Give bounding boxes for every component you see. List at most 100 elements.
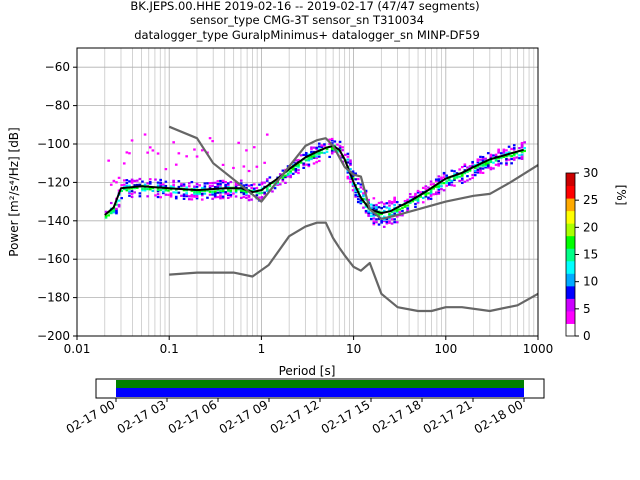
heatmap-cell: [128, 184, 131, 187]
heatmap-cell: [250, 198, 253, 201]
heatmap-cell: [375, 203, 378, 207]
heatmap-cell: [122, 183, 126, 186]
heatmap-cell: [359, 183, 363, 186]
heatmap-cell: [460, 174, 464, 177]
mean-psd-line: [104, 144, 524, 216]
heatmap-cell: [229, 180, 233, 184]
heatmap-cell: [411, 195, 415, 199]
heatmap-cell: [481, 155, 485, 159]
heatmap-cell: [310, 146, 313, 149]
heatmap-cell: [195, 185, 199, 188]
heatmap-cell: [354, 188, 357, 191]
x-axis-label: Period [s]: [279, 364, 336, 378]
heatmap-cell: [382, 202, 386, 205]
heatmap-cell: [333, 140, 337, 143]
heatmap-cell: [440, 185, 443, 188]
heatmap-cell: [434, 191, 438, 194]
heatmap-cell: [356, 200, 360, 204]
heatmap-cell: [307, 157, 311, 160]
heatmap-cell: [512, 154, 516, 157]
heatmap-cell: [315, 152, 318, 155]
heatmap-cell: [372, 204, 376, 207]
heatmap-cell: [346, 152, 350, 155]
heatmap-cell: [395, 201, 399, 204]
heatmap-cell: [151, 186, 155, 190]
heatmap-cell: [281, 178, 285, 181]
heatmap-cell: [481, 163, 485, 166]
heatmap-cell: [372, 221, 376, 224]
heatmap-cell: [115, 209, 118, 212]
heatmap-cell: [486, 162, 490, 165]
heatmap-cell: [458, 168, 461, 171]
heatmap-cell: [255, 191, 259, 194]
heatmap-cell: [437, 179, 441, 182]
colorbar-segment: [566, 210, 575, 224]
heatmap-cell: [198, 191, 201, 194]
heatmap-cell: [213, 190, 217, 193]
heatmap-cell: [151, 149, 155, 152]
heatmap-cell: [174, 195, 178, 198]
heatmap-cell: [408, 193, 412, 196]
heatmap-cell: [507, 154, 511, 157]
heatmap-cell: [362, 197, 365, 201]
heatmap-cell: [492, 161, 495, 164]
heatmap-cell: [216, 180, 220, 183]
heatmap-cell: [219, 179, 222, 183]
heatmap-cell: [198, 192, 201, 196]
heatmap-cell: [442, 176, 446, 179]
heatmap-cell: [177, 152, 181, 155]
heatmap-cell: [216, 191, 220, 194]
heatmap-cell: [330, 150, 334, 154]
heatmap-cell: [263, 161, 266, 164]
heatmap-cell: [471, 173, 474, 177]
heatmap-cell: [401, 207, 404, 210]
heatmap-cell: [440, 176, 443, 179]
heatmap-cell: [507, 145, 511, 148]
heatmap-cell: [206, 189, 209, 192]
heatmap-cell: [346, 158, 350, 161]
heatmap-cell: [338, 145, 342, 148]
heatmap-cell: [315, 146, 318, 149]
heatmap-cell: [388, 207, 391, 210]
heatmap-cell: [460, 178, 464, 182]
heatmap-cell: [143, 186, 147, 189]
x-tick-label: 0.1: [160, 342, 179, 356]
colorbar-label: [%]: [614, 185, 628, 206]
timeline-band-bottom: [116, 388, 524, 397]
heatmap-cell: [130, 139, 134, 142]
heatmap-cell: [169, 195, 173, 198]
heatmap-cell: [208, 186, 212, 189]
heatmap-cell: [245, 191, 248, 194]
heatmap-cell: [440, 177, 443, 181]
heatmap-cell: [208, 193, 212, 196]
heatmap-cell: [200, 149, 204, 152]
heatmap-cell: [250, 184, 253, 187]
heatmap-cell: [375, 205, 378, 208]
heatmap-cell: [351, 170, 355, 173]
heatmap-cell: [486, 163, 490, 166]
heatmap-cell: [463, 172, 467, 175]
colorbar-tick-label: 5: [583, 302, 591, 316]
heatmap-cell: [388, 213, 391, 216]
heatmap-cell: [429, 180, 433, 183]
heatmap-cell: [424, 192, 428, 195]
heatmap-cell: [304, 153, 308, 156]
heatmap-cell: [180, 194, 183, 197]
heatmap-cell: [200, 189, 204, 193]
heatmap-cell: [484, 164, 487, 168]
heatmap-cell: [252, 187, 256, 190]
heatmap-cell: [211, 184, 214, 187]
heatmap-cell: [419, 195, 422, 198]
heatmap-cell: [164, 168, 168, 171]
heatmap-cell: [372, 217, 376, 220]
heatmap-cell: [182, 184, 186, 187]
heatmap-cell: [489, 155, 493, 158]
heatmap-cell: [388, 217, 391, 220]
colorbar-frame: [565, 172, 576, 337]
heatmap-cell: [130, 181, 134, 184]
heatmap-cell: [245, 196, 248, 199]
heatmap-cell: [174, 163, 178, 166]
heatmap-cell: [128, 180, 131, 183]
heatmap-cell: [109, 212, 113, 215]
heatmap-cell: [174, 197, 178, 200]
